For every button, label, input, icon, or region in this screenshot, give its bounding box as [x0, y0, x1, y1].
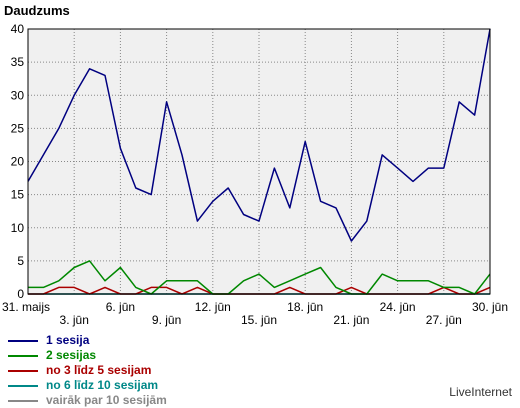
- legend-item: vairāk par 10 sesijām: [8, 393, 167, 408]
- legend-label: 1 sesija: [46, 333, 90, 347]
- y-tick-label: 25: [11, 121, 25, 135]
- x-tick-label: 30. jūn: [472, 300, 508, 314]
- legend-label: no 3 līdz 5 sesijam: [46, 363, 152, 377]
- y-tick-label: 30: [11, 88, 25, 102]
- legend-swatch: [8, 399, 38, 402]
- legend-item: 2 sesijas: [8, 348, 167, 363]
- legend-swatch: [8, 354, 38, 357]
- x-tick-label: 18. jūn: [287, 300, 323, 314]
- y-tick-label: 40: [11, 22, 25, 36]
- legend-label: no 6 līdz 10 sesijam: [46, 378, 159, 392]
- y-tick-label: 10: [11, 221, 25, 235]
- x-tick-label: 15. jūn: [241, 313, 277, 327]
- legend-swatch: [8, 369, 38, 372]
- y-tick-label: 20: [11, 155, 25, 169]
- series-line-1-sesija: [27, 28, 491, 242]
- x-tick-label: 12. jūn: [195, 300, 231, 314]
- gridlines: [28, 29, 490, 294]
- brand-label: LiveInternet: [449, 385, 512, 399]
- legend-item: 1 sesija: [8, 333, 167, 348]
- x-tick-label: 24. jūn: [380, 300, 416, 314]
- legend: 1 sesija 2 sesijas no 3 līdz 5 sesijam no 6…: [8, 333, 167, 408]
- x-axis-ticks: 31. maijs 3. jūn 6. jūn 9. jūn 12. jūn 15. jū…: [2, 300, 508, 327]
- legend-label: vairāk par 10 sesijām: [46, 393, 167, 407]
- y-axis-title: Daudzums: [4, 3, 70, 18]
- x-tick-label: 21. jūn: [333, 313, 369, 327]
- legend-swatch: [8, 384, 38, 387]
- x-tick-label: 6. jūn: [106, 300, 135, 314]
- plot-border: [27, 28, 491, 295]
- line-chart: Daudzums 0 5 10 15 20 25 30 35 40 31. maijs 3. jū…: [2, 3, 508, 327]
- y-tick-label: 15: [11, 188, 25, 202]
- legend-label: 2 sesijas: [46, 348, 97, 362]
- x-tick-label: 31. maijs: [2, 300, 50, 314]
- y-tick-label: 35: [11, 55, 25, 69]
- legend-item: no 6 līdz 10 sesijam: [8, 378, 167, 393]
- y-axis-ticks: 0 5 10 15 20 25 30 35 40: [11, 22, 25, 301]
- x-tick-label: 9. jūn: [152, 313, 181, 327]
- legend-swatch: [8, 339, 38, 342]
- legend-item: no 3 līdz 5 sesijam: [8, 363, 167, 378]
- series-line-2-sesijas: [28, 260, 491, 295]
- y-tick-label: 5: [17, 254, 24, 268]
- x-tick-label: 27. jūn: [426, 313, 462, 327]
- x-tick-label: 3. jūn: [60, 313, 89, 327]
- y-tick-label: 0: [17, 287, 24, 301]
